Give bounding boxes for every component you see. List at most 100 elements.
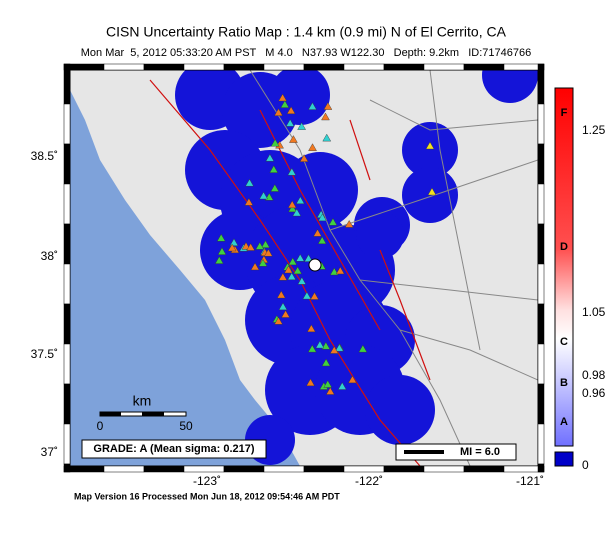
station (264, 248, 273, 257)
station (278, 93, 287, 102)
station (302, 291, 312, 300)
border-seg (423, 63, 465, 71)
map (70, 70, 538, 466)
grade-letter: B (560, 377, 568, 389)
border-seg (537, 223, 545, 265)
border-seg (263, 465, 305, 473)
station (288, 204, 297, 213)
station (289, 135, 298, 143)
border-seg (537, 423, 545, 465)
roads (249, 70, 538, 466)
station (318, 213, 327, 222)
station (287, 272, 297, 280)
station (285, 118, 295, 127)
station (258, 258, 268, 267)
station (328, 217, 338, 226)
border-seg (223, 63, 265, 71)
border-seg (223, 465, 265, 473)
colorbar-tick: 1.25 (582, 123, 606, 137)
station (304, 254, 313, 262)
station (286, 106, 296, 115)
station (321, 112, 330, 121)
station (335, 266, 345, 275)
station (297, 276, 307, 285)
colorbar-tick: 0 (582, 458, 589, 472)
border-seg (63, 423, 71, 465)
station (292, 208, 302, 217)
border-seg (263, 63, 305, 71)
scale-label: 0 (97, 419, 104, 433)
station (323, 380, 333, 388)
station (297, 122, 306, 130)
border-seg (183, 465, 225, 473)
border-seg (63, 143, 71, 185)
border-seg (383, 63, 425, 71)
station (329, 346, 339, 354)
scale-label: 50 (179, 419, 193, 433)
border-seg (63, 263, 71, 305)
border-seg (423, 465, 465, 473)
station (313, 228, 322, 237)
station (306, 378, 315, 387)
border-seg (463, 63, 505, 71)
lon-label: -121˚ (516, 474, 544, 488)
border-seg (537, 263, 545, 305)
subtitle: Mon Mar 5, 2012 05:33:20 AM PST M 4.0 N3… (81, 47, 531, 59)
station (246, 243, 256, 251)
station (227, 243, 237, 252)
station (214, 256, 224, 264)
border-seg (383, 465, 425, 473)
station (245, 178, 254, 187)
station (317, 236, 327, 244)
station (269, 165, 279, 173)
station (358, 344, 368, 353)
station (321, 358, 331, 367)
station (274, 108, 283, 116)
lon-label: -122˚ (355, 474, 383, 488)
station (308, 143, 317, 151)
colorbar-zero (554, 451, 574, 467)
grade: GRADE: A (Mean sigma: 0.217) (93, 443, 255, 455)
border-seg (537, 383, 545, 425)
lat-label: 37.5˚ (31, 347, 58, 361)
lat-label: 37˚ (41, 445, 58, 459)
grade-letter: A (560, 416, 568, 428)
station (425, 141, 435, 150)
station (255, 242, 265, 250)
station (344, 220, 354, 228)
border-seg (537, 183, 545, 225)
border-seg (463, 465, 505, 473)
station (284, 265, 293, 274)
stations (214, 93, 437, 395)
title: CISN Uncertainty Ratio Map : 1.4 km (0.9… (106, 24, 507, 40)
border-seg (303, 63, 345, 71)
border-seg (537, 343, 545, 385)
station (334, 343, 344, 352)
border-seg (143, 465, 185, 473)
intensity-box (395, 443, 517, 461)
scale-bar: km 0 50 (97, 393, 193, 433)
station (278, 272, 288, 281)
border-seg (63, 103, 71, 145)
station (270, 138, 280, 147)
grade-letter: C (560, 336, 568, 348)
station (299, 154, 309, 162)
lon-label: -123˚ (193, 474, 221, 488)
station (270, 184, 280, 192)
lat-label: 38˚ (41, 249, 58, 263)
station (323, 102, 333, 110)
station (337, 382, 347, 390)
border-seg (143, 63, 185, 71)
border-seg (63, 183, 71, 225)
border-seg (103, 465, 145, 473)
station (241, 241, 251, 250)
station (315, 340, 325, 349)
border-seg (183, 63, 225, 71)
border-seg (537, 63, 545, 105)
scale-unit: km (133, 393, 152, 409)
station (250, 262, 260, 271)
epicenter (308, 258, 322, 272)
station (278, 302, 288, 311)
station (293, 266, 302, 275)
